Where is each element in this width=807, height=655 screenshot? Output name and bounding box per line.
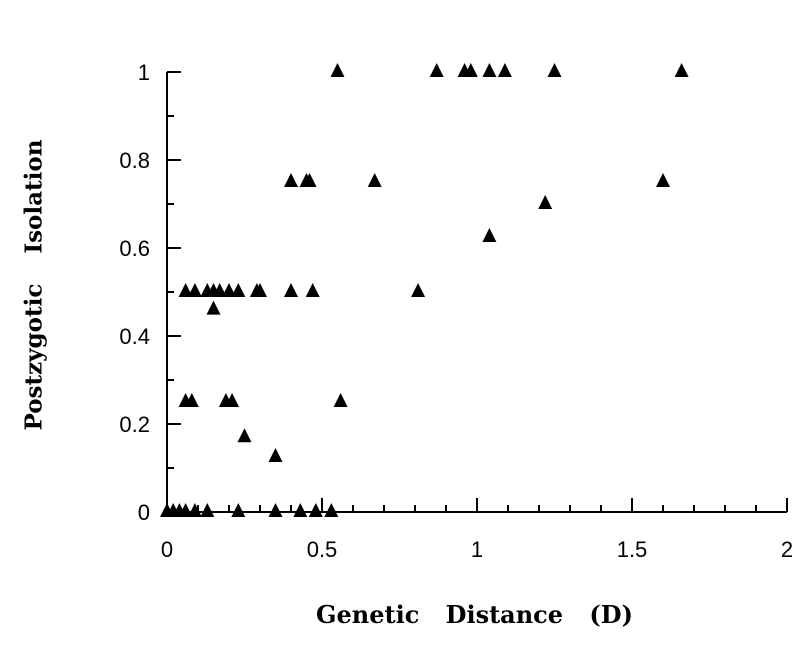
triangle-marker-icon	[463, 63, 478, 77]
triangle-marker-icon	[284, 283, 298, 297]
triangle-marker-icon	[293, 503, 308, 517]
triangle-marker-icon	[237, 428, 252, 443]
triangle-marker-icon	[656, 173, 670, 187]
triangle-marker-icon	[206, 300, 221, 315]
triangle-marker-icon	[222, 283, 236, 297]
triangle-marker-icon	[330, 63, 345, 77]
y-tick-label: 1	[138, 60, 150, 85]
y-tick-label: 0.6	[119, 236, 150, 261]
triangle-marker-icon	[302, 173, 317, 187]
triangle-marker-icon	[308, 503, 323, 517]
triangle-marker-icon	[333, 393, 348, 407]
triangle-marker-icon	[212, 283, 227, 297]
triangle-marker-icon	[284, 173, 298, 187]
x-tick-label: 0	[161, 537, 173, 562]
triangle-marker-icon	[411, 283, 426, 297]
triangle-marker-icon	[547, 63, 562, 77]
triangle-marker-icon	[184, 393, 199, 407]
x-tick-label: 1	[471, 537, 483, 562]
y-axis-title-wrap: Postzygotic Isolation	[14, 110, 54, 460]
triangle-marker-icon	[200, 503, 215, 517]
triangle-marker-icon	[324, 503, 339, 517]
triangle-marker-icon	[178, 283, 193, 297]
triangle-marker-icon	[225, 393, 240, 407]
y-axis-title: Postzygotic Isolation	[20, 139, 48, 431]
triangle-marker-icon	[429, 63, 444, 77]
triangle-marker-icon	[253, 283, 267, 297]
triangle-marker-icon	[482, 228, 497, 242]
x-tick-label: 2	[781, 537, 793, 562]
triangle-marker-icon	[187, 283, 202, 297]
x-tick-label: 0.5	[307, 537, 338, 562]
triangle-marker-icon	[231, 283, 246, 297]
triangle-marker-icon	[178, 503, 193, 517]
x-axis-title: Genetic Distance (D)	[316, 600, 633, 629]
y-tick-label: 0.2	[119, 412, 150, 437]
triangle-marker-icon	[305, 283, 320, 297]
data-points	[160, 63, 689, 517]
y-tick-label: 0.8	[119, 148, 150, 173]
y-tick-label: 0.4	[119, 324, 150, 349]
triangle-marker-icon	[538, 195, 553, 209]
y-tick-label: 0	[138, 500, 150, 525]
triangle-marker-icon	[268, 448, 283, 462]
triangle-marker-icon	[497, 63, 512, 77]
triangle-marker-icon	[268, 503, 283, 517]
triangle-marker-icon	[674, 63, 689, 77]
triangle-marker-icon	[187, 503, 202, 517]
tick-labels: 0 0.5 1 1.5 2 0 0.2 0.4 0.6 0.8 1	[119, 60, 793, 562]
axes	[166, 71, 788, 513]
triangle-marker-icon	[482, 63, 497, 77]
triangle-marker-icon	[367, 173, 382, 187]
x-tick-label: 1.5	[617, 537, 648, 562]
triangle-marker-icon	[231, 503, 246, 517]
